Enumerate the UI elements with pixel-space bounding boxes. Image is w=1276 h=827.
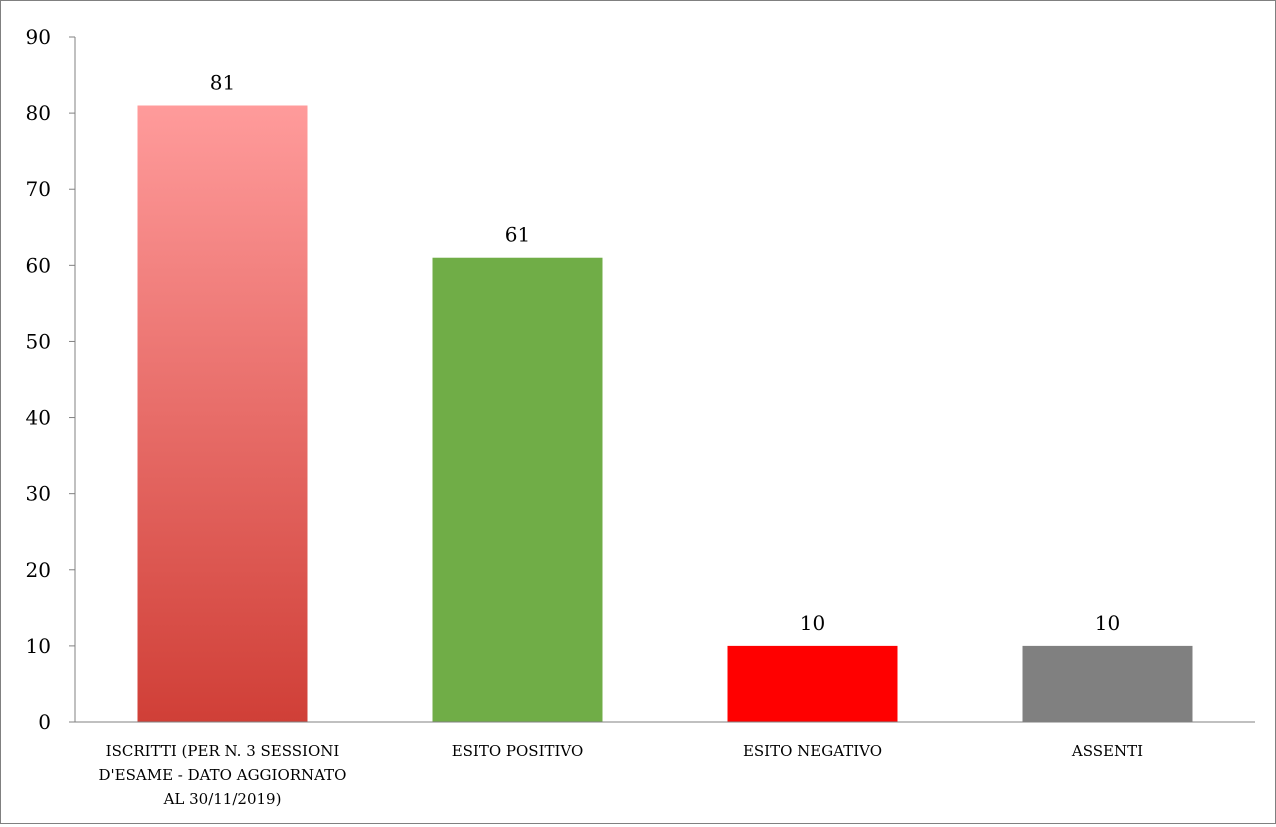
- data-labels: 81 61 10 10: [210, 71, 1120, 635]
- x-category-label: AL 30/11/2019): [163, 790, 282, 808]
- x-axis: ISCRITTI (PER N. 3 SESSIONI D'ESAME - DAT…: [75, 721, 1255, 808]
- y-tick-label: 0: [38, 710, 51, 734]
- data-label: 10: [800, 611, 825, 635]
- bar: [1022, 645, 1193, 722]
- data-label: 61: [505, 223, 530, 247]
- bar: [432, 257, 603, 722]
- bars: [137, 105, 1193, 722]
- x-category-label: ESITO POSITIVO: [452, 742, 584, 760]
- x-category-label: D'ESAME - DATO AGGIORNATO: [99, 766, 347, 784]
- y-tick-label: 90: [26, 25, 51, 49]
- y-tick-label: 20: [26, 558, 51, 582]
- y-tick-label: 30: [26, 482, 51, 506]
- data-label: 81: [210, 71, 235, 95]
- y-tick-label: 80: [26, 101, 51, 125]
- y-axis: 0 10 20 30 40 50 60 70 80 90: [26, 25, 76, 734]
- y-tick-label: 50: [26, 329, 51, 353]
- y-tick-label: 40: [26, 406, 51, 430]
- y-tick-label: 70: [26, 177, 51, 201]
- bar: [727, 645, 898, 722]
- x-category-label: ESITO NEGATIVO: [743, 742, 882, 760]
- x-category-label: ASSENTI: [1071, 742, 1143, 760]
- y-tick-label: 10: [26, 634, 51, 658]
- x-category-label: ISCRITTI (PER N. 3 SESSIONI: [106, 742, 340, 760]
- data-label: 10: [1095, 611, 1120, 635]
- y-tick-label: 60: [26, 253, 51, 277]
- bar: [137, 105, 308, 722]
